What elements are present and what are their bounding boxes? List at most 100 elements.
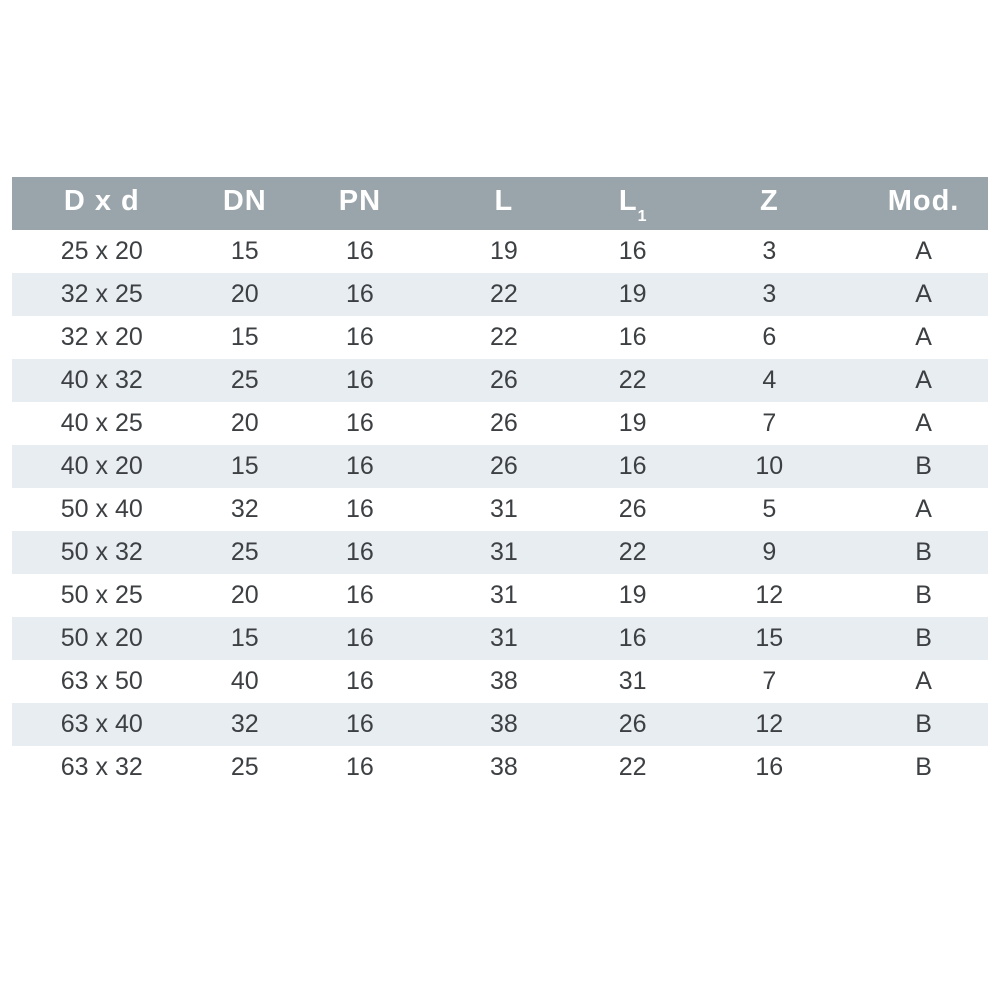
table-cell: A xyxy=(859,316,988,359)
table-cell: 19 xyxy=(421,230,586,273)
col-header-l-label: L xyxy=(494,185,514,218)
table-cell: 20 xyxy=(191,273,298,316)
table-cell: 40 x 25 xyxy=(12,402,192,445)
table-cell: 26 xyxy=(585,703,680,746)
table-body: 25 x 20 15 16 19 16 3 A 32 x 25 20 16 22 19 3 A 32 x 2… xyxy=(12,230,988,789)
col-header-l: L xyxy=(421,177,586,230)
table-cell: 26 xyxy=(585,488,680,531)
table-cell: 16 xyxy=(297,531,422,574)
table-cell: A xyxy=(859,402,988,445)
table-cell: 38 xyxy=(421,660,586,703)
table-cell: 16 xyxy=(297,703,422,746)
table-row: 63 x 32 25 16 38 22 16 B xyxy=(12,746,988,789)
col-header-z: Z xyxy=(679,177,860,230)
table-row: 25 x 20 15 16 19 16 3 A xyxy=(12,230,988,273)
table-cell: 25 xyxy=(191,359,298,402)
table-row: 40 x 20 15 16 26 16 10 B xyxy=(12,445,988,488)
table-cell: B xyxy=(859,746,988,789)
table-cell: 16 xyxy=(679,746,860,789)
table-cell: 31 xyxy=(421,574,586,617)
col-header-pn-label: PN xyxy=(338,185,382,218)
table-cell: 22 xyxy=(585,531,680,574)
table-cell: A xyxy=(859,488,988,531)
table-cell: 38 xyxy=(421,703,586,746)
table-cell: 15 xyxy=(679,617,860,660)
table-cell: 40 xyxy=(191,660,298,703)
table-cell: 16 xyxy=(297,488,422,531)
table-cell: A xyxy=(859,660,988,703)
table-cell: 63 x 50 xyxy=(12,660,192,703)
table-cell: 10 xyxy=(679,445,860,488)
table-row: 63 x 40 32 16 38 26 12 B xyxy=(12,703,988,746)
table-cell: 19 xyxy=(585,273,680,316)
table-row: 50 x 20 15 16 31 16 15 B xyxy=(12,617,988,660)
table-cell: 16 xyxy=(297,273,422,316)
table-cell: 16 xyxy=(585,230,680,273)
table-cell: 16 xyxy=(297,746,422,789)
table-cell: 3 xyxy=(679,273,860,316)
table-cell: 38 xyxy=(421,746,586,789)
table-row: 32 x 20 15 16 22 16 6 A xyxy=(12,316,988,359)
table-cell: 50 x 25 xyxy=(12,574,192,617)
table-cell: 15 xyxy=(191,316,298,359)
table-cell: 20 xyxy=(191,574,298,617)
col-header-z-label: Z xyxy=(759,185,779,218)
table-cell: 26 xyxy=(421,359,586,402)
table-cell: 16 xyxy=(585,617,680,660)
table-cell: 6 xyxy=(679,316,860,359)
table-cell: B xyxy=(859,617,988,660)
table-cell: 16 xyxy=(297,445,422,488)
table-cell: 15 xyxy=(191,617,298,660)
table-cell: B xyxy=(859,445,988,488)
table-row: 32 x 25 20 16 22 19 3 A xyxy=(12,273,988,316)
table-cell: 3 xyxy=(679,230,860,273)
table-cell: 25 xyxy=(191,531,298,574)
table-cell: B xyxy=(859,531,988,574)
table-cell: 16 xyxy=(297,402,422,445)
table-cell: 16 xyxy=(585,316,680,359)
table-cell: 16 xyxy=(297,359,422,402)
table-cell: 5 xyxy=(679,488,860,531)
table-cell: A xyxy=(859,273,988,316)
table-cell: 32 x 25 xyxy=(12,273,192,316)
col-header-mod-label: Mod. xyxy=(887,185,960,218)
table-cell: 31 xyxy=(421,617,586,660)
col-header-dxd: D x d xyxy=(12,177,192,230)
table-cell: 9 xyxy=(679,531,860,574)
table-cell: 50 x 40 xyxy=(12,488,192,531)
col-header-l1-label: L xyxy=(618,185,638,218)
table-row: 50 x 32 25 16 31 22 9 B xyxy=(12,531,988,574)
table-cell: A xyxy=(859,359,988,402)
table-row: 40 x 32 25 16 26 22 4 A xyxy=(12,359,988,402)
table-cell: 40 x 32 xyxy=(12,359,192,402)
col-header-l1-sub: 1 xyxy=(637,207,647,225)
table-cell: 63 x 32 xyxy=(12,746,192,789)
table-cell: 19 xyxy=(585,574,680,617)
table-cell: 50 x 20 xyxy=(12,617,192,660)
table-cell: 16 xyxy=(585,445,680,488)
col-header-dn-label: DN xyxy=(222,185,267,218)
table-cell: 25 x 20 xyxy=(12,230,192,273)
table-cell: 22 xyxy=(421,273,586,316)
table-cell: 7 xyxy=(679,660,860,703)
col-header-dxd-label: D x d xyxy=(63,185,140,218)
table-cell: 4 xyxy=(679,359,860,402)
table-row: 63 x 50 40 16 38 31 7 A xyxy=(12,660,988,703)
table-cell: 22 xyxy=(421,316,586,359)
table-cell: 40 x 20 xyxy=(12,445,192,488)
table-cell: A xyxy=(859,230,988,273)
col-header-mod: Mod. xyxy=(859,177,988,230)
table-cell: 31 xyxy=(421,531,586,574)
table-cell: 15 xyxy=(191,230,298,273)
table-cell: 26 xyxy=(421,445,586,488)
table-cell: B xyxy=(859,574,988,617)
table-cell: 22 xyxy=(585,746,680,789)
table-cell: 31 xyxy=(421,488,586,531)
table-cell: 16 xyxy=(297,316,422,359)
table-cell: 63 x 40 xyxy=(12,703,192,746)
table-cell: 16 xyxy=(297,660,422,703)
table-row: 50 x 40 32 16 31 26 5 A xyxy=(12,488,988,531)
table-cell: 7 xyxy=(679,402,860,445)
table-cell: 12 xyxy=(679,574,860,617)
